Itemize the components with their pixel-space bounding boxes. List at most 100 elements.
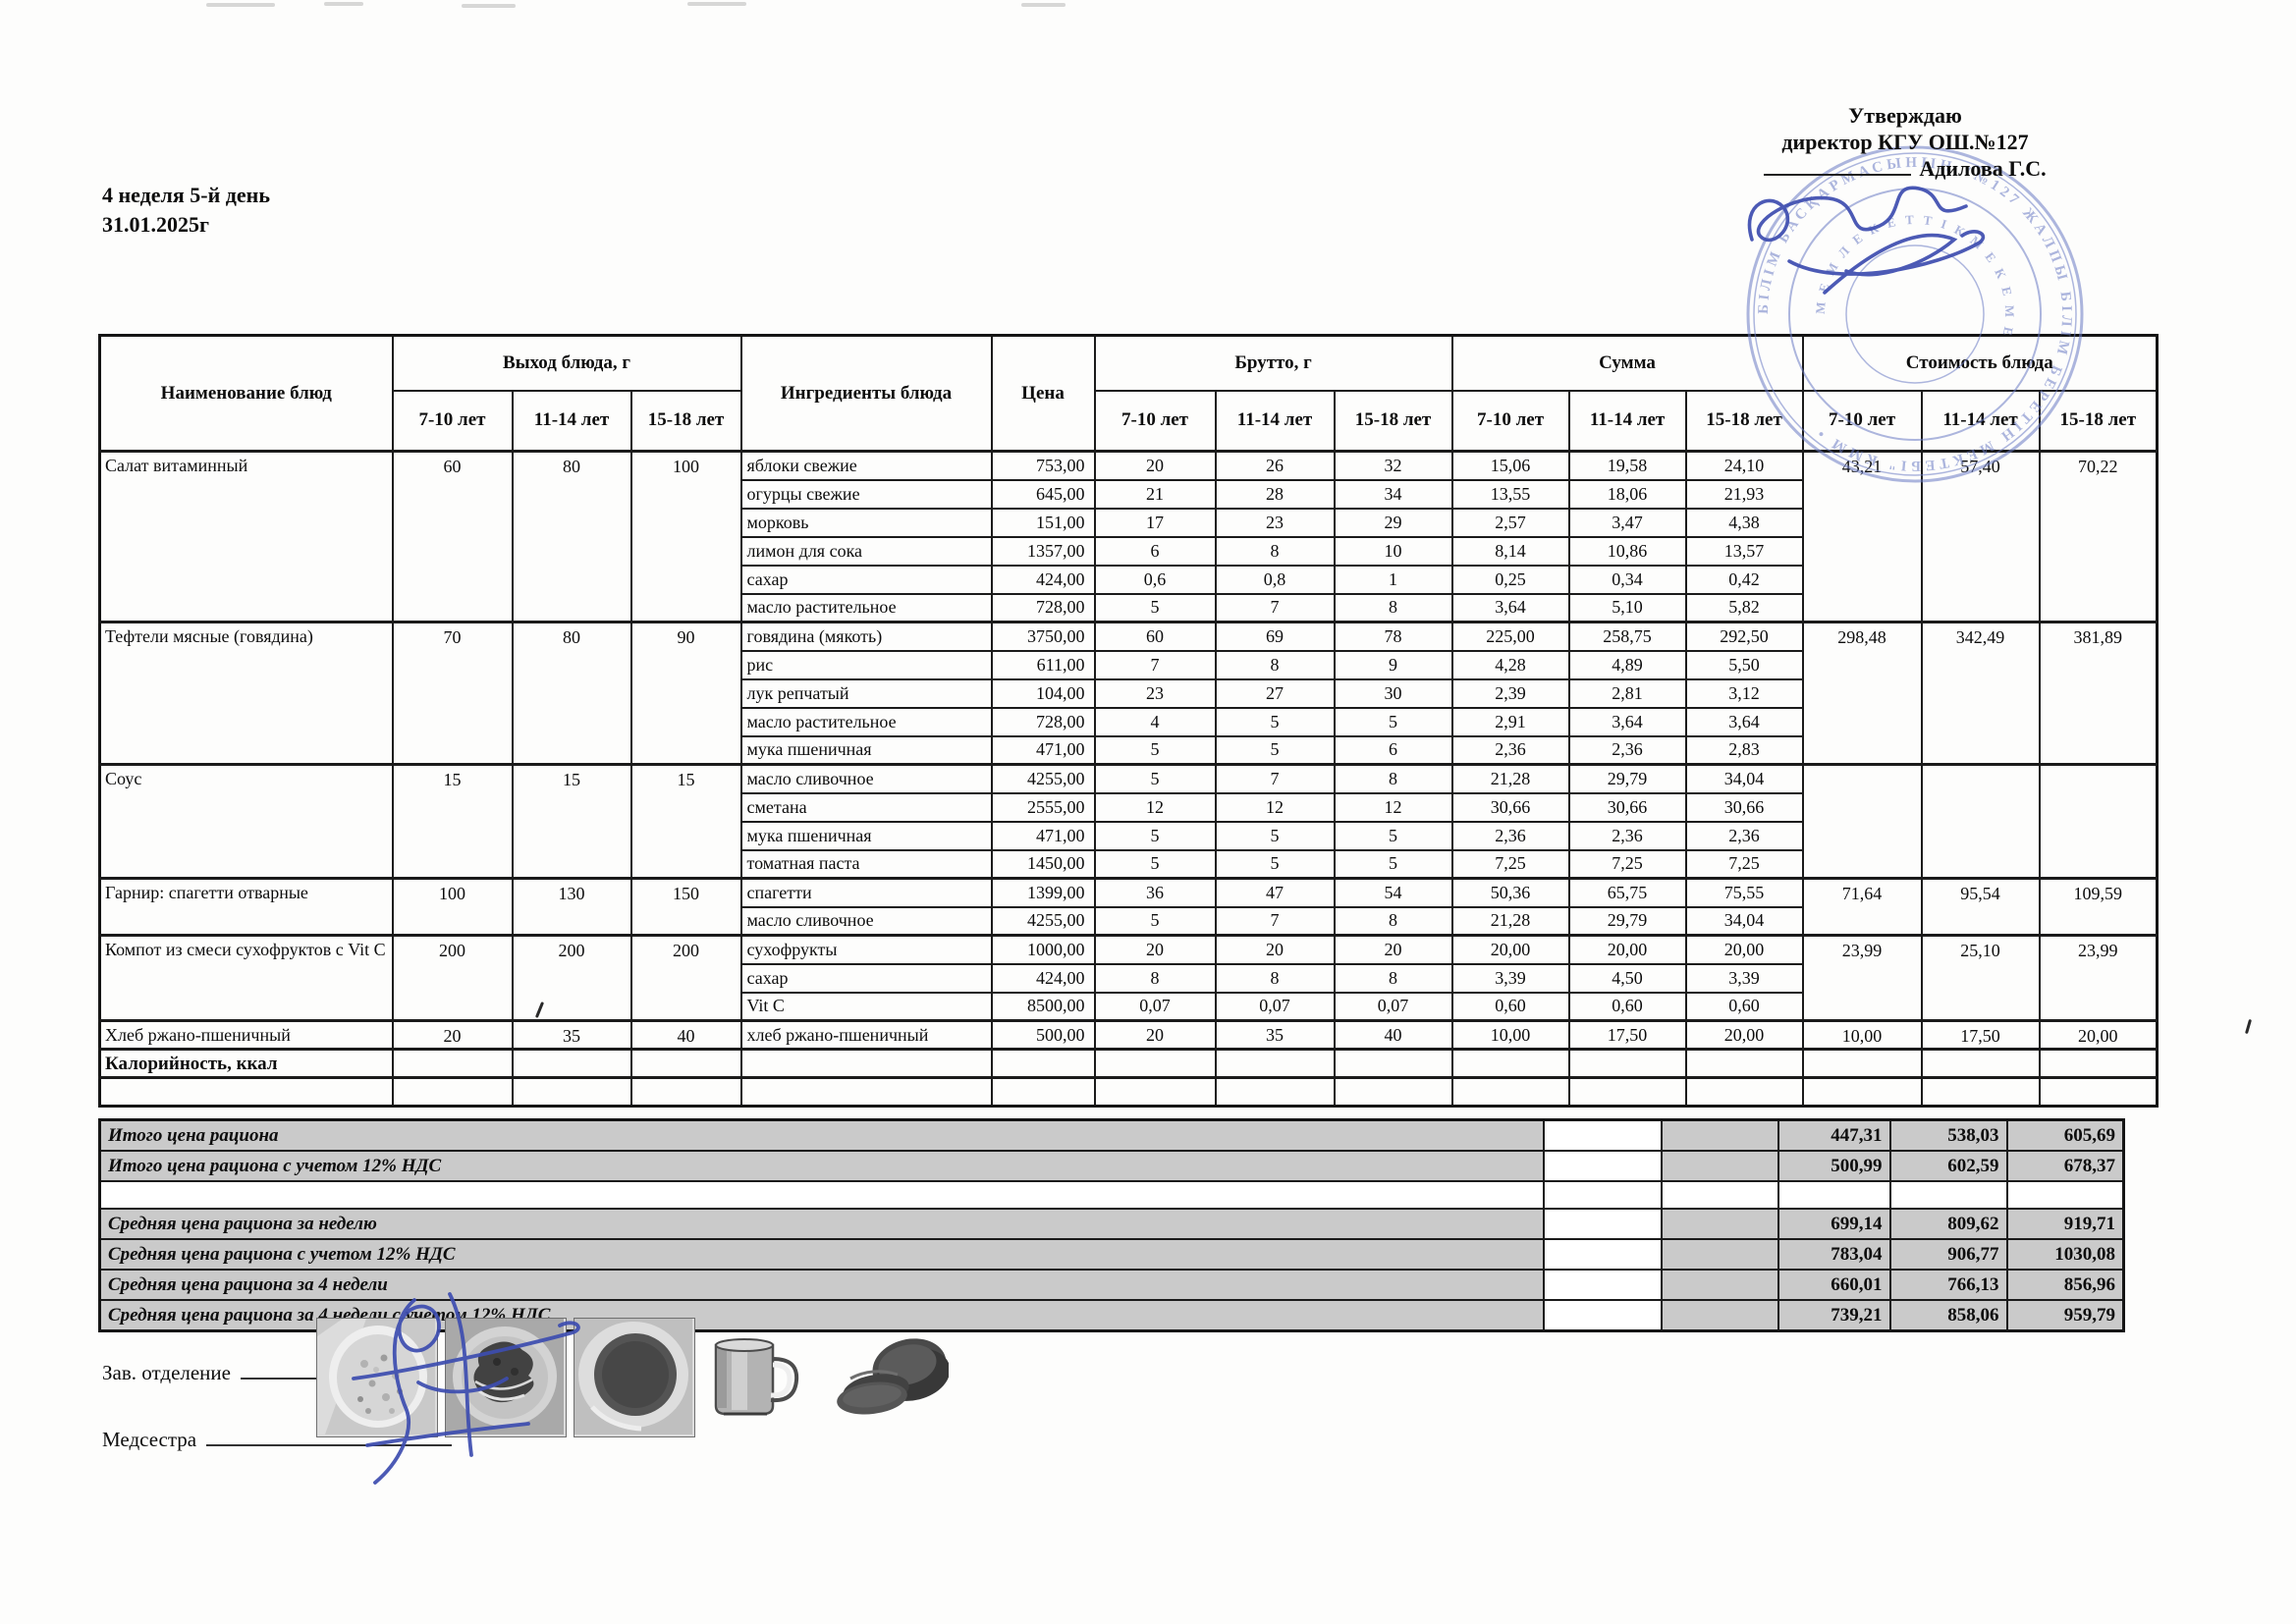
- table-row: томатная паста 1450,00 5 5 5 7,25 7,25 7,25: [100, 848, 2158, 880]
- brutto-cell: 0,07: [1333, 991, 1453, 1022]
- calories-row: Калорийность, ккал: [98, 1048, 2159, 1079]
- sum-cell: 65,75: [1567, 877, 1687, 908]
- empty-cell: [1801, 1048, 1923, 1079]
- ingredient-price-cell: 645,00: [990, 478, 1096, 510]
- sum-cell: 0,60: [1450, 991, 1570, 1022]
- brutto-cell: 5: [1333, 706, 1453, 737]
- summary-label-cell: Итого цена рациона: [98, 1118, 1545, 1152]
- brutto-cell: 30: [1333, 677, 1453, 709]
- ingredient-name-cell: масло растительное: [739, 706, 993, 737]
- sum-cell: 2,83: [1684, 734, 1804, 766]
- brutto-cell: 40: [1333, 1019, 1453, 1051]
- dish-cost-cell: 95,54: [1920, 877, 2041, 937]
- ingredient-name-cell: говядина (мякоть): [739, 621, 993, 652]
- summary-row: Итого цена рациона 447,31 538,03 605,69: [98, 1118, 2125, 1152]
- brutto-cell: 5: [1333, 848, 1453, 880]
- dish-output-cell: 130: [511, 877, 632, 937]
- sum-cell: 21,93: [1684, 478, 1804, 510]
- summary-value-cell: 678,37: [2005, 1150, 2125, 1182]
- dish-output-cell: 100: [391, 877, 514, 937]
- table-row: сахар 424,00 0,6 0,8 1 0,25 0,34 0,42: [100, 564, 2158, 595]
- ingredient-name-cell: спагетти: [739, 877, 993, 908]
- sum-cell: 24,10: [1684, 450, 1804, 481]
- empty-cell: [629, 1076, 742, 1108]
- ingredient-price-cell: 4255,00: [990, 905, 1096, 937]
- director-name: Адилова Г.С.: [1919, 156, 2047, 181]
- summary-row: Средняя цена рациона за неделю 699,14 809,…: [98, 1208, 2125, 1240]
- summary-table: Итого цена рациона 447,31 538,03 605,69 Итог…: [98, 1118, 2125, 1332]
- empty-cell: [1920, 1048, 2041, 1079]
- age-group-header: 15-18 лет: [1684, 389, 1804, 453]
- sum-cell: 258,75: [1567, 621, 1687, 652]
- dish-output-cell: 40: [629, 1019, 742, 1051]
- brutto-cell: 8: [1333, 962, 1453, 994]
- sum-cell: 2,91: [1450, 706, 1570, 737]
- dish-output-cell: 15: [391, 763, 514, 880]
- age-group-header: 7-10 лет: [1093, 389, 1217, 453]
- scan-noise: [324, 2, 363, 6]
- empty-cell: [1333, 1048, 1453, 1079]
- menu-table: Наименование блюд Выход блюда, г Ингредиен…: [98, 334, 2159, 1108]
- col-header-cost: Стоимость блюда: [1801, 334, 2159, 392]
- ingredient-name-cell: хлеб ржано-пшеничный: [739, 1019, 993, 1051]
- empty-cell: [1542, 1180, 1663, 1210]
- brutto-cell: 29: [1333, 507, 1453, 538]
- approval-title: Утверждаю: [1848, 103, 1962, 128]
- ingredient-name-cell: сухофрукты: [739, 934, 993, 965]
- empty-cell: [1542, 1238, 1663, 1271]
- sum-cell: 2,36: [1450, 820, 1570, 851]
- summary-row: Средняя цена рациона за 4 недели 660,01 76…: [98, 1269, 2125, 1301]
- brutto-cell: 60: [1093, 621, 1217, 652]
- brutto-cell: 12: [1093, 791, 1217, 823]
- brutto-cell: 5: [1333, 820, 1453, 851]
- sum-cell: 2,81: [1567, 677, 1687, 709]
- menu-table-header: Наименование блюд Выход блюда, г Ингредиен…: [98, 334, 2159, 453]
- dish-cost-cell: 298,48: [1801, 621, 1923, 766]
- dish-output-cell: 80: [511, 450, 632, 623]
- brutto-cell: 5: [1093, 848, 1217, 880]
- brutto-cell: 8: [1214, 962, 1336, 994]
- dish-cost-cell: 10,00: [1801, 1019, 1923, 1051]
- summary-value-cell: 538,03: [1888, 1118, 2008, 1152]
- scan-noise: [462, 4, 516, 8]
- age-group-header: 11-14 лет: [1920, 389, 2041, 453]
- age-group-header: 15-18 лет: [629, 389, 742, 453]
- dish-output-cell: 70: [391, 621, 514, 766]
- sum-cell: 4,89: [1567, 649, 1687, 680]
- empty-cell: [391, 1076, 514, 1108]
- ingredient-price-cell: 1357,00: [990, 535, 1096, 567]
- summary-label-cell: Средняя цена рациона за неделю: [98, 1208, 1545, 1240]
- summary-value-cell: 660,01: [1777, 1269, 1891, 1301]
- empty-cell: [1542, 1269, 1663, 1301]
- age-group-header: 7-10 лет: [1801, 389, 1923, 453]
- sum-cell: 7,25: [1450, 848, 1570, 880]
- table-row: Компот из смеси сухофруктов с Vit C 200 20…: [98, 934, 2159, 1022]
- brutto-cell: 47: [1214, 877, 1336, 908]
- empty-cell: [1888, 1180, 2008, 1210]
- table-row: лук репчатый 104,00 23 27 30 2,39 2,81 3,12: [100, 677, 2158, 709]
- summary-label-cell: Средняя цена рациона за 4 недели: [98, 1269, 1545, 1301]
- summary-value-cell: 605,69: [2005, 1118, 2125, 1152]
- date-label: 31.01.2025г: [102, 212, 209, 237]
- brutto-cell: 12: [1214, 791, 1336, 823]
- sum-cell: 2,36: [1684, 820, 1804, 851]
- empty-cell: [1542, 1118, 1663, 1152]
- empty-row: [98, 1076, 2159, 1108]
- age-group-header: 7-10 лет: [391, 389, 514, 453]
- sum-cell: 3,64: [1450, 592, 1570, 623]
- sum-cell: 292,50: [1684, 621, 1804, 652]
- brutto-cell: 21: [1093, 478, 1217, 510]
- brutto-cell: 34: [1333, 478, 1453, 510]
- brutto-cell: 12: [1333, 791, 1453, 823]
- ingredient-price-cell: 8500,00: [990, 991, 1096, 1022]
- empty-cell: [1333, 1076, 1453, 1108]
- sum-cell: 3,12: [1684, 677, 1804, 709]
- mug-image: [702, 1331, 822, 1449]
- ingredient-name-cell: мука пшеничная: [739, 820, 993, 851]
- summary-row: Итого цена рациона с учетом 12% НДС 500,9…: [98, 1150, 2125, 1182]
- empty-cell: [1660, 1238, 1779, 1271]
- ingredient-price-cell: 104,00: [990, 677, 1096, 709]
- sum-cell: 20,00: [1684, 934, 1804, 965]
- summary-value-cell: 783,04: [1777, 1238, 1891, 1271]
- col-header-output: Выход блюда, г: [391, 334, 742, 392]
